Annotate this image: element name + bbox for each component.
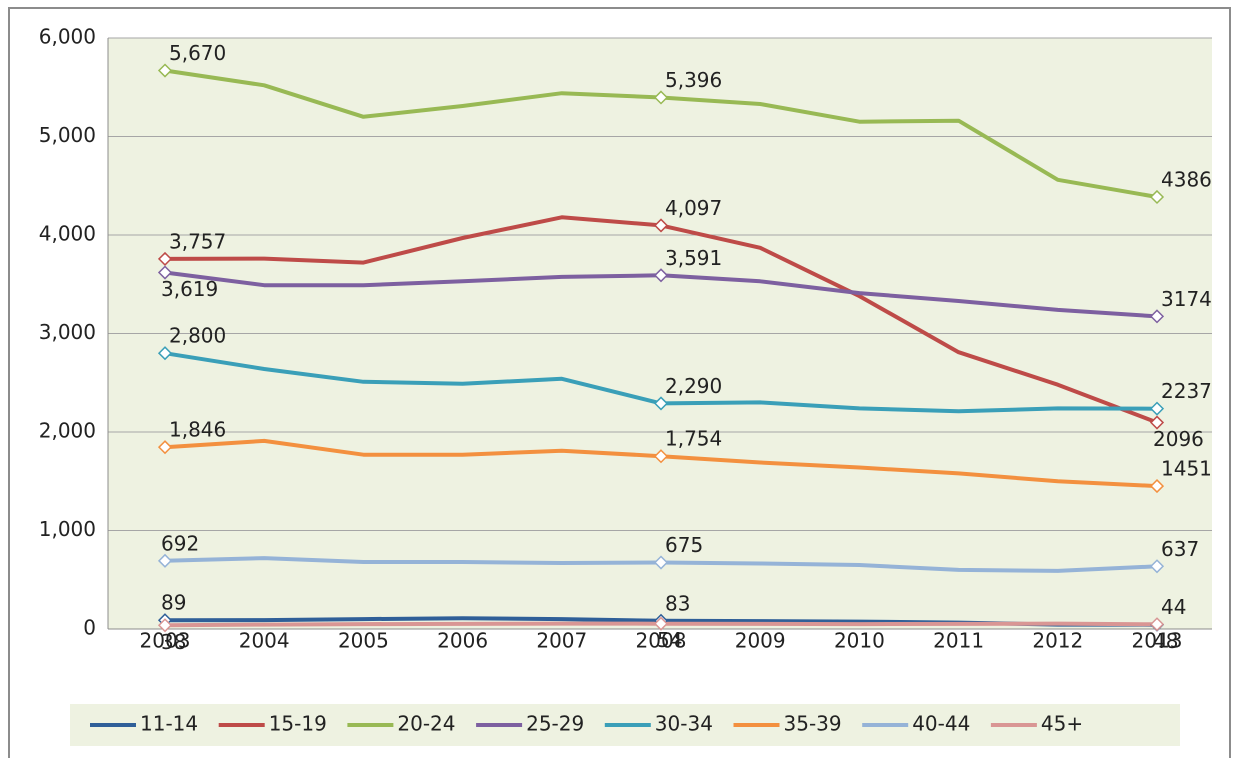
marker xyxy=(1149,617,1165,632)
marker xyxy=(653,555,669,570)
data-label: 4,097 xyxy=(665,196,722,220)
data-label: 675 xyxy=(665,533,703,557)
marker xyxy=(1149,309,1165,324)
marker xyxy=(653,396,669,411)
legend-label: 25-29 xyxy=(526,712,584,736)
legend-label: 40-44 xyxy=(912,712,970,736)
x-tick-label: 2005 xyxy=(338,629,389,653)
marker xyxy=(1149,415,1165,430)
legend-label: 20-24 xyxy=(397,712,455,736)
x-tick-label: 2003 xyxy=(140,629,191,653)
marker xyxy=(157,346,173,361)
y-tick-label: 1,000 xyxy=(39,517,96,541)
legend-label: 11-14 xyxy=(140,712,198,736)
data-label: 2096 xyxy=(1153,427,1204,451)
data-label: 3,591 xyxy=(665,246,722,270)
data-label: 637 xyxy=(1161,537,1199,561)
marker xyxy=(157,251,173,266)
x-tick-label: 2007 xyxy=(536,629,587,653)
data-label: 2237 xyxy=(1161,379,1212,403)
data-label: 5,396 xyxy=(665,68,722,92)
marker xyxy=(653,268,669,283)
marker xyxy=(157,265,173,280)
y-tick-label: 2,000 xyxy=(39,419,96,443)
legend-label: 15-19 xyxy=(269,712,327,736)
y-tick-label: 6,000 xyxy=(39,25,96,49)
y-tick-label: 3,000 xyxy=(39,320,96,344)
marker xyxy=(653,449,669,464)
x-tick-label: 2009 xyxy=(735,629,786,653)
data-label: 48 xyxy=(1153,629,1178,653)
marker xyxy=(157,553,173,568)
data-label: 44 xyxy=(1161,595,1186,619)
data-label: 4386 xyxy=(1161,167,1212,191)
marker xyxy=(157,440,173,455)
marker xyxy=(653,218,669,233)
marker xyxy=(1149,189,1165,205)
data-label: 1451 xyxy=(1161,457,1212,481)
data-label: 2,800 xyxy=(169,324,226,348)
data-label: 89 xyxy=(161,591,186,615)
marker xyxy=(1149,559,1165,574)
legend-label: 45+ xyxy=(1041,712,1083,736)
x-tick-label: 2004 xyxy=(239,629,290,653)
data-label: 38 xyxy=(161,630,186,654)
x-tick-label: 2008 xyxy=(636,629,687,653)
y-tick-label: 4,000 xyxy=(39,222,96,246)
x-tick-label: 2012 xyxy=(1032,629,1083,653)
data-label: 692 xyxy=(161,531,199,555)
marker xyxy=(1149,479,1165,494)
marker xyxy=(1149,401,1165,416)
x-tick-label: 2006 xyxy=(437,629,488,653)
y-tick-label: 5,000 xyxy=(39,123,96,147)
x-tick-label: 2013 xyxy=(1132,629,1183,653)
data-label: 3,619 xyxy=(161,277,218,301)
data-label: 83 xyxy=(665,591,690,615)
marker xyxy=(653,90,669,105)
x-tick-label: 2011 xyxy=(933,629,984,653)
chart-border xyxy=(8,7,1231,758)
data-label: 1,846 xyxy=(169,418,226,442)
marker xyxy=(157,63,173,78)
x-tick-label: 2010 xyxy=(834,629,885,653)
data-label: 54 xyxy=(657,628,682,652)
data-label: 3174 xyxy=(1161,287,1212,311)
data-label: 1,754 xyxy=(665,427,722,451)
marker xyxy=(653,616,669,631)
legend-label: 35-39 xyxy=(784,712,842,736)
data-label: 2,290 xyxy=(665,374,722,398)
y-tick-label: 0 xyxy=(83,616,96,640)
data-label: 5,670 xyxy=(169,41,226,65)
data-label: 3,757 xyxy=(169,229,226,253)
marker xyxy=(157,618,173,633)
legend-label: 30-34 xyxy=(655,712,713,736)
